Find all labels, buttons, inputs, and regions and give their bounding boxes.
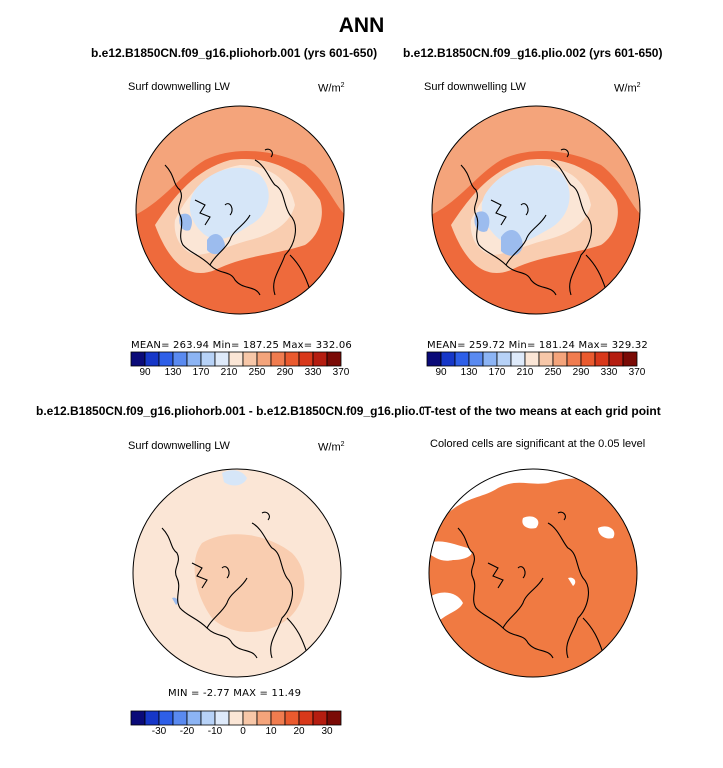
- colorbar-swatch: [552, 351, 568, 367]
- panel-2-stats: MEAN= 259.72 Min= 181.24 Max= 329.32: [427, 340, 648, 351]
- panel-1-units: W/m2: [318, 82, 345, 95]
- colorbar-swatch: [580, 351, 596, 367]
- colorbar-swatch: [214, 351, 230, 367]
- colorbar-swatch: [270, 351, 286, 367]
- panel-1-map: [135, 105, 345, 315]
- colorbar-swatch: [228, 710, 244, 726]
- colorbar-2-ticks: 90 130 170 210 250 290 330 370: [427, 367, 645, 379]
- colorbar-swatch: [270, 710, 286, 726]
- colorbar-tick-label: 370: [628, 367, 646, 378]
- colorbar-tick-label: -30: [151, 726, 167, 737]
- colorbar-swatch: [228, 351, 244, 367]
- colorbar-tick-label: 210: [220, 367, 238, 378]
- colorbar-tick-label: -10: [207, 726, 223, 737]
- colorbar-swatch: [144, 351, 160, 367]
- colorbar-swatch: [172, 710, 188, 726]
- colorbar-swatch: [242, 351, 258, 367]
- colorbar-swatch: [158, 351, 174, 367]
- colorbar-swatch: [298, 351, 314, 367]
- colorbar-tick-label: 90: [139, 367, 151, 378]
- panel-4-subtitle: Colored cells are significant at the 0.0…: [430, 438, 646, 450]
- colorbar-swatch: [284, 710, 300, 726]
- colorbar-tick-label: 290: [276, 367, 294, 378]
- colorbar-3: [130, 710, 342, 726]
- colorbar-swatch: [594, 351, 610, 367]
- colorbar-tick-label: 330: [600, 367, 618, 378]
- colorbar-swatch: [256, 710, 272, 726]
- colorbar-swatch: [622, 351, 638, 367]
- colorbar-tick-label: -20: [179, 726, 195, 737]
- colorbar-swatch: [312, 351, 328, 367]
- panel-2-variable: Surf downwelling LW: [424, 81, 526, 93]
- panel-3-stats: MIN = -2.77 MAX = 11.49: [168, 688, 302, 699]
- panel-1-variable: Surf downwelling LW: [128, 81, 230, 93]
- colorbar-tick-label: 250: [248, 367, 266, 378]
- colorbar-tick-label: 20: [293, 726, 305, 737]
- figure-title: ANN: [338, 14, 385, 37]
- colorbar-swatch: [214, 710, 230, 726]
- colorbar-swatch: [312, 710, 328, 726]
- colorbar-tick-label: 90: [435, 367, 447, 378]
- colorbar-swatch: [454, 351, 470, 367]
- colorbar-swatch: [538, 351, 554, 367]
- colorbar-swatch: [326, 710, 342, 726]
- colorbar-tick-label: 30: [321, 726, 333, 737]
- colorbar-swatch: [172, 351, 188, 367]
- colorbar-swatch: [284, 351, 300, 367]
- colorbar-swatch: [440, 351, 456, 367]
- colorbar-swatch: [426, 351, 442, 367]
- colorbar-tick-label: 0: [240, 726, 246, 737]
- panel-4-title: T-test of the two means at each grid poi…: [424, 404, 661, 418]
- panel-2-units: W/m2: [614, 82, 641, 95]
- colorbar-tick-label: 250: [544, 367, 562, 378]
- panel-3-variable: Surf downwelling LW: [128, 440, 230, 452]
- colorbar-swatch: [298, 710, 314, 726]
- colorbar-tick-label: 290: [572, 367, 590, 378]
- colorbar-tick-label: 170: [488, 367, 506, 378]
- colorbar-swatch: [144, 710, 160, 726]
- colorbar-1-ticks: 90 130 170 210 250 290 330 370: [131, 367, 349, 379]
- panel-3-title: b.e12.B1850CN.f09_g16.pliohorb.001 - b.e…: [36, 404, 439, 418]
- colorbar-swatch: [130, 710, 146, 726]
- colorbar-swatch: [608, 351, 624, 367]
- colorbar-tick-label: 170: [192, 367, 210, 378]
- colorbar-1: [130, 351, 342, 367]
- colorbar-swatch: [158, 710, 174, 726]
- colorbar-swatch: [242, 710, 258, 726]
- colorbar-swatch: [200, 351, 216, 367]
- colorbar-tick-label: 130: [460, 367, 478, 378]
- colorbar-2: [426, 351, 638, 367]
- colorbar-tick-label: 130: [164, 367, 182, 378]
- colorbar-tick-label: 370: [332, 367, 350, 378]
- panel-1-stats: MEAN= 263.94 Min= 187.25 Max= 332.06: [131, 340, 352, 351]
- colorbar-tick-label: 330: [304, 367, 322, 378]
- colorbar-swatch: [130, 351, 146, 367]
- colorbar-tick-label: 10: [265, 726, 277, 737]
- colorbar-swatch: [200, 710, 216, 726]
- panel-2-title: b.e12.B1850CN.f09_g16.plio.002 (yrs 601-…: [403, 46, 663, 60]
- colorbar-swatch: [566, 351, 582, 367]
- colorbar-swatch: [496, 351, 512, 367]
- colorbar-swatch: [524, 351, 540, 367]
- panel-3-units: W/m2: [318, 441, 345, 454]
- panel-3-map: [132, 468, 342, 678]
- panel-2-map: [431, 105, 641, 315]
- colorbar-3-ticks: -30 -20 -10 0 10 20 30: [131, 726, 341, 738]
- colorbar-swatch: [468, 351, 484, 367]
- panel-4-map: [428, 468, 638, 678]
- colorbar-swatch: [482, 351, 498, 367]
- colorbar-tick-label: 210: [516, 367, 534, 378]
- colorbar-swatch: [256, 351, 272, 367]
- colorbar-swatch: [510, 351, 526, 367]
- colorbar-swatch: [186, 710, 202, 726]
- colorbar-swatch: [186, 351, 202, 367]
- colorbar-swatch: [326, 351, 342, 367]
- panel-1-title: b.e12.B1850CN.f09_g16.pliohorb.001 (yrs …: [91, 46, 378, 60]
